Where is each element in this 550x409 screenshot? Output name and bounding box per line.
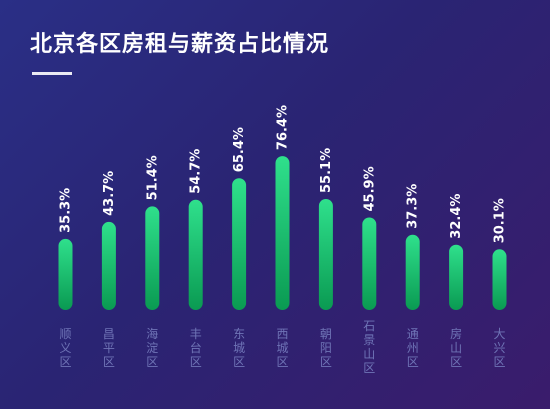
- bar-7: [362, 217, 377, 310]
- category-label-8: 通州区: [407, 327, 419, 369]
- value-label-3: 54.7%: [189, 149, 204, 194]
- value-label-10: 30.1%: [493, 198, 508, 243]
- bar-6: [318, 199, 333, 310]
- chart-title: 北京各区房租与薪资占比情况: [30, 32, 330, 57]
- category-label-5: 西城区: [276, 327, 288, 369]
- category-label-10: 大兴区: [493, 327, 505, 369]
- value-label-9: 32.4%: [449, 194, 464, 239]
- value-label-2: 51.4%: [145, 155, 160, 200]
- category-label-6: 朝阳区: [320, 327, 332, 369]
- bar-5: [275, 156, 290, 310]
- category-label-0: 顺义区: [59, 327, 71, 369]
- bar-0: [58, 238, 73, 310]
- bar-2: [145, 206, 160, 310]
- bar-4: [232, 178, 247, 310]
- value-label-8: 37.3%: [406, 184, 421, 229]
- title-underline: [32, 72, 72, 75]
- value-label-1: 43.7%: [102, 171, 117, 216]
- value-labels-group: 35.3% 43.7% 51.4% 54.7% 65.4% 76.4% 55.1% 45.9%…: [59, 105, 508, 243]
- value-label-0: 35.3%: [59, 188, 74, 233]
- category-labels-group: 顺义区 昌平区 海淀区 丰台区 东城区 西城区 朝阳区 石景山区 通州区 房山区 大兴区: [59, 319, 505, 375]
- category-label-3: 丰台区: [190, 327, 202, 369]
- bars-group: [58, 156, 507, 310]
- value-label-6: 55.1%: [319, 148, 334, 193]
- value-label-5: 76.4%: [276, 105, 291, 150]
- value-label-7: 45.9%: [362, 166, 377, 211]
- bar-1: [101, 221, 116, 310]
- category-label-9: 房山区: [450, 326, 462, 369]
- category-label-2: 海淀区: [146, 326, 158, 369]
- category-label-7: 石景山区: [363, 319, 375, 375]
- bar-9: [449, 244, 464, 310]
- value-label-4: 65.4%: [232, 127, 247, 172]
- bar-10: [492, 249, 507, 310]
- bar-8: [405, 234, 420, 310]
- category-label-4: 东城区: [233, 327, 245, 369]
- category-label-1: 昌平区: [103, 327, 115, 369]
- bar-3: [188, 199, 203, 310]
